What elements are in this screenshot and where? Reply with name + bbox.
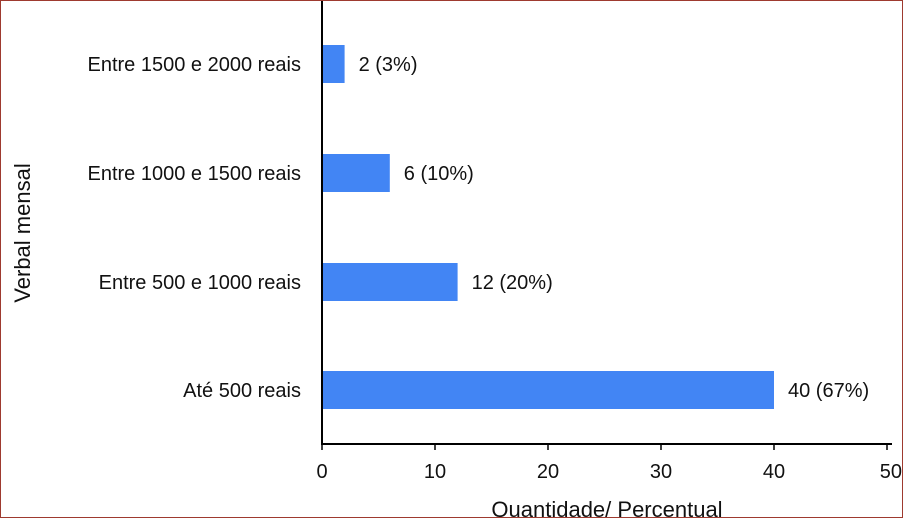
bar-3 xyxy=(323,371,774,409)
bar-1 xyxy=(323,154,390,192)
category-label-0: Entre 1500 e 2000 reais xyxy=(88,54,302,76)
data-label-3: 40 (67%) xyxy=(788,380,869,402)
x-tick-label-3: 30 xyxy=(650,461,672,483)
y-axis-title: Verbal mensal xyxy=(10,163,35,302)
category-label-1: Entre 1000 e 1500 reais xyxy=(88,163,302,185)
bar-0 xyxy=(323,45,345,83)
x-tick-label-5: 50 xyxy=(880,461,902,483)
data-label-2: 12 (20%) xyxy=(472,272,553,294)
x-axis-title: Quantidade/ Percentual xyxy=(491,497,722,518)
labels-layer: Entre 1500 e 2000 reais 2 (3%) Entre 1000 … xyxy=(88,54,870,402)
category-label-2: Entre 500 e 1000 reais xyxy=(99,272,301,294)
data-label-1: 6 (10%) xyxy=(404,163,474,185)
x-tick-label-1: 10 xyxy=(424,461,446,483)
bars-layer xyxy=(323,45,774,409)
bar-2 xyxy=(323,263,458,301)
x-ticks-layer: 0 10 20 30 40 50 xyxy=(316,444,902,483)
x-tick-label-2: 20 xyxy=(537,461,559,483)
data-label-0: 2 (3%) xyxy=(359,54,418,76)
x-tick-label-0: 0 xyxy=(316,461,327,483)
category-label-3: Até 500 reais xyxy=(183,380,301,402)
x-tick-label-4: 40 xyxy=(763,461,785,483)
